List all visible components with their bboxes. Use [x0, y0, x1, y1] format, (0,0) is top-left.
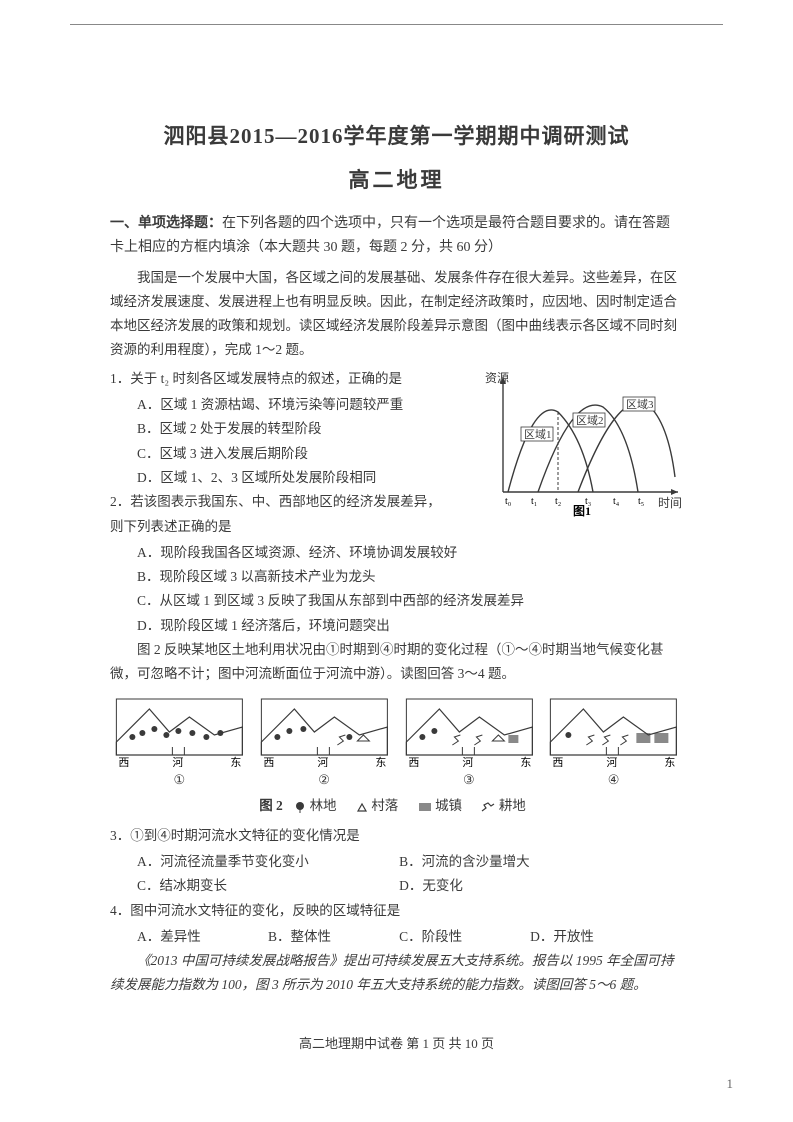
diagram-2: 西 河 东 ② — [255, 697, 394, 788]
q2-stem: 2．若该图表示我国东、中、西部地区的经济发展差异，则下列表述正确的是 — [110, 490, 450, 539]
diagram-4-label: ④ — [544, 772, 683, 788]
q2-opt-b: B．现阶段区域 3 以高新技术产业为龙头 — [110, 565, 683, 589]
course-subtitle: 高二地理 — [110, 164, 683, 194]
fig2-title: 图 2 — [259, 798, 283, 813]
legend-tree-label: 林地 — [310, 798, 337, 813]
main-title: 泗阳县2015—2016学年度第一学期期中调研测试 — [110, 120, 683, 150]
diagram-4: 西 河 东 ④ — [544, 697, 683, 788]
svg-text:东: 东 — [230, 756, 241, 767]
q4-opt-d: D．开放性 — [530, 925, 661, 949]
q3-opt-b: B．河流的含沙量增大 — [399, 850, 530, 874]
q1-opt-d: D．区域 1、2、3 区域所处发展阶段相同 — [110, 466, 450, 490]
q1-opt-a: A．区域 1 资源枯竭、环境污染等问题较严重 — [110, 393, 450, 417]
q3-stem: 3．①到④时期河流水文特征的变化情况是 — [110, 824, 683, 848]
q4-opt-b: B．整体性 — [268, 925, 399, 949]
svg-text:西: 西 — [118, 757, 129, 767]
legend-field: 耕地 — [481, 798, 525, 813]
svg-text:t₅: t₅ — [638, 496, 644, 507]
diagram-2-label: ② — [255, 772, 394, 788]
q3-opt-d: D．无变化 — [399, 874, 463, 898]
svg-text:东: 东 — [520, 756, 531, 767]
figure-2-diagrams: 西 河 东 ① 西 河 东 ② — [110, 697, 683, 788]
page-number: 1 — [727, 1076, 734, 1092]
svg-text:t₂: t₂ — [555, 496, 561, 507]
diagram-3-label: ③ — [400, 772, 539, 788]
svg-text:东: 东 — [375, 756, 386, 767]
diagram-1: 西 河 东 ① — [110, 697, 249, 788]
svg-text:区域3: 区域3 — [626, 398, 654, 411]
q1-stem: 1．关于 t₂ 时刻各区域发展特点的叙述，正确的是 — [110, 367, 450, 391]
svg-text:河: 河 — [462, 756, 473, 767]
svg-text:t₄: t₄ — [613, 496, 620, 507]
q3-opts-cd: C．结冰期变长 D．无变化 — [110, 874, 683, 898]
legend-town-label: 城镇 — [435, 798, 462, 813]
q2-opt-a: A．现阶段我国各区域资源、经济、环境协调发展较好 — [110, 541, 683, 565]
q2-opt-c: C．从区域 1 到区域 3 反映了我国从东部到中西部的经济发展差异 — [110, 589, 683, 613]
q2-opt-d: D．现阶段区域 1 经济落后，环境问题突出 — [110, 614, 683, 638]
svg-text:河: 河 — [172, 756, 183, 767]
exam-page: 泗阳县2015—2016学年度第一学期期中调研测试 高二地理 一、单项选择题：在… — [0, 0, 793, 1042]
figure-1-chart: 资源 时间 区域1 区域2 区域3 t₀ t₁ t₂ — [483, 367, 683, 517]
q4-stem: 4．图中河流水文特征的变化，反映的区域特征是 — [110, 899, 683, 923]
diagram-1-label: ① — [110, 772, 249, 788]
q4-opt-c: C．阶段性 — [399, 925, 530, 949]
svg-text:西: 西 — [263, 757, 274, 767]
legend-house-label: 村落 — [371, 798, 398, 813]
q3-opt-a: A．河流径流量季节变化变小 — [137, 850, 399, 874]
legend-tree: 林地 — [294, 798, 340, 813]
section-label: 一、单项选择题： — [110, 216, 222, 231]
q3-opt-c: C．结冰期变长 — [137, 874, 399, 898]
svg-text:东: 东 — [665, 756, 676, 767]
context-2: 图 2 反映某地区土地利用状况由①时期到④时期的变化过程（①～④时期当地气候变化… — [110, 638, 683, 687]
context-3: 《2013 中国可持续发展战略报告》提出可持续发展五大支持系统。报告以 1995… — [110, 949, 683, 998]
q1-q2-text-col: 1．关于 t₂ 时刻各区域发展特点的叙述，正确的是 A．区域 1 资源枯竭、环境… — [110, 367, 450, 539]
q3-opts-ab: A．河流径流量季节变化变小 B．河流的含沙量增大 — [110, 850, 683, 874]
svg-text:资源: 资源 — [485, 371, 509, 385]
legend-field-label: 耕地 — [499, 798, 526, 813]
diagram-3: 西 河 东 ③ — [400, 697, 539, 788]
section-1-heading: 一、单项选择题：在下列各题的四个选项中，只有一个选项是最符合题目要求的。请在答题… — [110, 212, 683, 260]
legend-house: 村落 — [356, 798, 402, 813]
svg-text:河: 河 — [607, 756, 618, 767]
svg-text:t₁: t₁ — [531, 496, 537, 507]
svg-text:时间: 时间 — [658, 496, 682, 510]
context-1: 我国是一个发展中大国，各区域之间的发展基础、发展条件存在很大差异。这些差异，在区… — [110, 266, 683, 363]
question-block-1-2: 资源 时间 区域1 区域2 区域3 t₀ t₁ t₂ — [110, 367, 683, 638]
figure-2-legend: 图 2 林地 村落 城镇 耕地 — [110, 794, 683, 814]
svg-text:西: 西 — [408, 757, 419, 767]
svg-text:t₀: t₀ — [505, 496, 512, 507]
q4-opts: A．差异性 B．整体性 C．阶段性 D．开放性 — [110, 925, 683, 949]
svg-text:西: 西 — [553, 757, 564, 767]
svg-text:区域2: 区域2 — [576, 414, 604, 427]
q4-opt-a: A．差异性 — [137, 925, 268, 949]
svg-text:河: 河 — [317, 756, 328, 767]
svg-text:图1: 图1 — [573, 504, 591, 517]
q1-opt-c: C．区域 3 进入发展后期阶段 — [110, 442, 450, 466]
q1-opt-b: B．区域 2 处于发展的转型阶段 — [110, 417, 450, 441]
legend-town: 城镇 — [418, 798, 466, 813]
page-footer: 高二地理期中试卷 第 1 页 共 10 页 — [0, 1033, 793, 1052]
svg-text:区域1: 区域1 — [524, 428, 552, 441]
